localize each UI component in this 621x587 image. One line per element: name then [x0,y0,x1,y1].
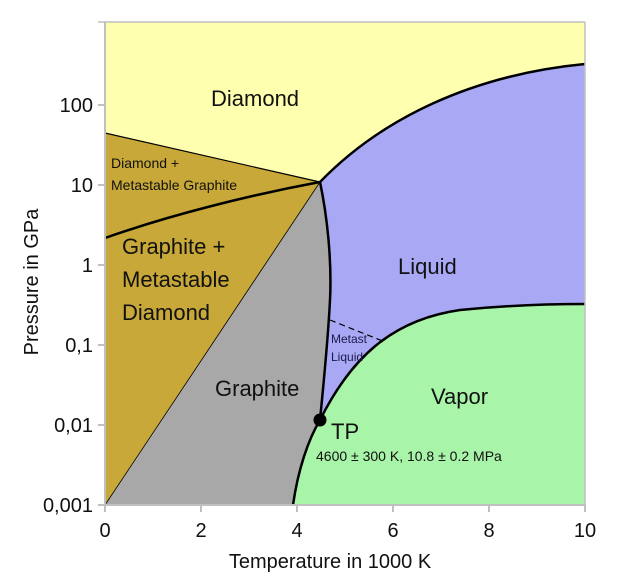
x-axis-title: Temperature in 1000 K [229,551,432,573]
boundary-diamond-metastability [104,132,321,183]
label-metastable-liquid-2: Liquid [331,350,363,364]
y-tick-label: 100 [60,95,93,117]
x-tick-label: 10 [574,520,596,542]
label-triple-point-values: 4600 ± 300 K, 10.8 ± 0.2 MPa [316,448,502,464]
label-graphite-metastable-diamond-1: Graphite + [122,234,225,259]
label-triple-point: TP [331,419,359,444]
label-graphite-metastable-diamond-2: Metastable [122,267,230,292]
label-diamond-metastable-graphite-1: Diamond + [111,155,179,171]
y-axis-title: Pressure in GPa [21,208,43,356]
label-graphite-metastable-diamond-3: Diamond [122,300,210,325]
label-diamond: Diamond [211,86,299,111]
region-graphite [105,182,331,505]
y-tick-label: 10 [71,175,93,197]
boundary-graphite-metastability [104,181,321,506]
boundary-liquid-vapor [318,302,586,421]
x-ticks [104,505,586,512]
label-graphite: Graphite [215,376,299,401]
label-metastable-liquid-1: Metast [331,332,368,346]
boundary-diamond-liquid [319,62,586,183]
triple-point-marker [313,413,327,427]
y-ticks [98,104,105,506]
region-vapor [293,304,585,505]
y-tick-label: 1 [82,255,93,277]
label-diamond-metastable-graphite-2: Metastable Graphite [111,177,237,193]
boundary-graphite-liquid [318,181,332,421]
x-tick-label: 8 [483,520,494,542]
y-tick-label: 0,001 [43,495,93,517]
boundary-graphite-diamond [104,180,321,240]
region-metastable-mixed [105,133,320,505]
x-tick-label: 0 [99,520,110,542]
x-tick-label: 6 [387,520,398,542]
x-tick-label: 2 [195,520,206,542]
boundary-graphite-vapor [291,419,322,506]
label-vapor: Vapor [431,384,488,409]
x-tick-label: 4 [291,520,302,542]
y-tick-label: 0,1 [65,335,93,357]
y-tick-label: 0,01 [54,415,93,437]
label-liquid: Liquid [398,254,457,279]
